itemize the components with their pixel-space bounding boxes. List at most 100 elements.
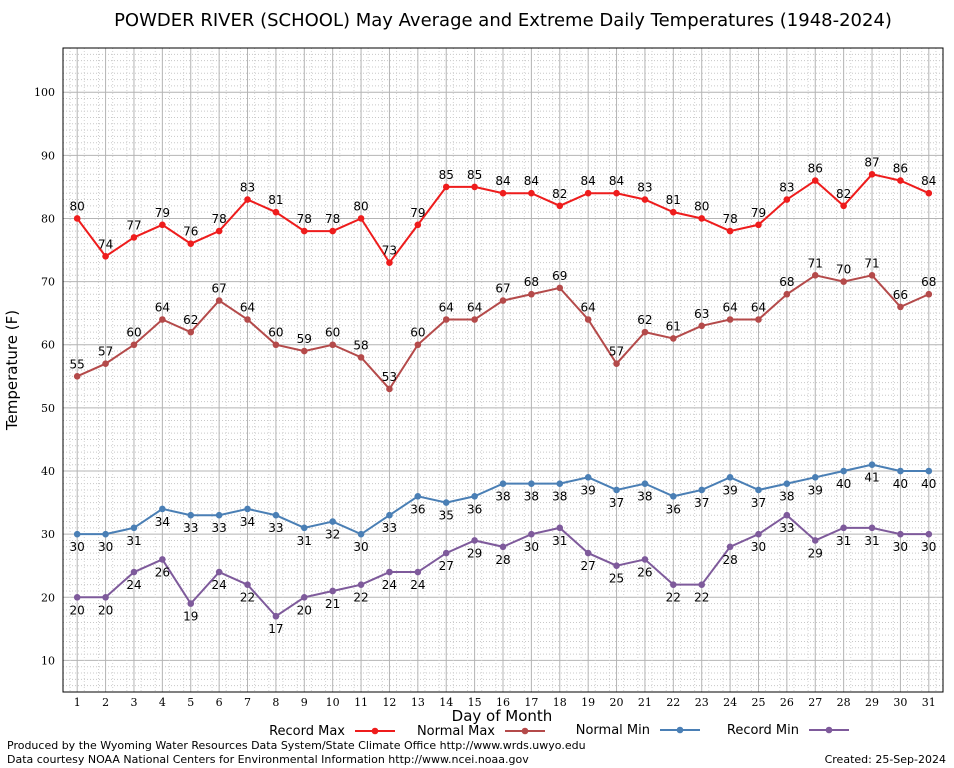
record-max-data-label: 78 [325,212,340,226]
normal-max-point [613,360,620,367]
legend-label-normal-max: Normal Max [417,724,495,739]
normal-max-point [102,360,109,367]
record-max-data-label: 78 [211,212,226,226]
normal-max-point [783,290,791,298]
record-min-data-label: 30 [751,540,766,554]
normal-max-point [442,316,450,323]
normal-min-data-label: 39 [722,483,737,497]
x-tick-label: 31 [922,696,936,709]
x-tick-label: 10 [326,696,340,709]
normal-max-point [329,341,336,349]
record-max-point [215,227,223,235]
legend-marker-normal-min [676,726,684,734]
record-max-point [159,221,166,229]
record-max-point [471,183,478,191]
record-max-data-label: 84 [921,174,936,188]
record-min-point [272,612,280,620]
x-tick-label: 16 [496,696,510,709]
record-max-point [897,177,904,184]
normal-max-point [670,335,677,342]
record-max-data-label: 84 [524,174,539,188]
record-max-point [925,189,933,197]
x-tick-label: 26 [780,696,794,709]
normal-min-data-label: 38 [524,490,539,504]
normal-min-point [300,524,308,532]
y-tick-label: 60 [41,339,55,352]
record-min-point [670,581,677,588]
normal-min-data-label: 33 [211,521,226,535]
normal-max-point [528,290,535,298]
normal-min-point [414,492,422,500]
normal-max-point [499,297,507,304]
record-min-data-label: 31 [836,534,851,548]
record-min-data-label: 19 [183,610,198,624]
record-max-point [244,196,251,203]
record-min-data-label: 25 [609,572,624,586]
normal-min-data-label: 40 [893,477,908,491]
normal-min-point [159,505,166,513]
record-max-point [414,221,422,229]
record-min-point [811,537,819,544]
normal-max-data-label: 68 [779,275,794,289]
normal-max-point [130,341,138,349]
y-tick-label: 50 [41,402,55,415]
x-tick-label: 24 [723,696,737,709]
normal-min-data-label: 33 [382,521,397,535]
record-min-point [584,549,592,557]
normal-max-point [584,316,592,323]
normal-min-point [73,530,81,538]
y-tick-label: 100 [34,86,55,99]
record-max-point [499,189,507,197]
record-min-data-label: 33 [779,521,794,535]
record-max-data-label: 83 [637,181,652,195]
record-min-data-label: 22 [240,591,255,605]
record-max-point [386,259,393,266]
normal-min-point [670,492,677,500]
record-min-point [641,556,649,563]
normal-min-data-label: 38 [495,490,510,504]
normal-min-point [272,511,280,519]
record-min-data-label: 31 [552,534,567,548]
normal-min-data-label: 33 [268,521,283,535]
normal-max-data-label: 70 [836,263,851,277]
normal-min-data-label: 36 [467,502,482,516]
x-axis-title: Day of Month [452,707,553,725]
record-max-data-label: 76 [183,225,198,239]
normal-min-point [386,511,393,519]
record-max-point [755,221,762,229]
record-min-data-label: 22 [694,591,709,605]
normal-min-point [613,486,620,494]
record-min-point [925,530,933,538]
y-tick-label: 30 [41,528,55,541]
record-min-point [726,543,734,551]
normal-max-point [187,328,195,336]
normal-min-data-label: 31 [297,534,312,548]
normal-min-point [499,480,507,487]
x-tick-label: 15 [468,696,482,709]
record-max-data-label: 80 [353,199,368,213]
normal-max-point [471,316,478,323]
record-max-point [783,196,791,203]
normal-min-data-label: 30 [70,540,85,554]
record-min-point [471,537,478,544]
normal-max-data-label: 63 [694,307,709,321]
record-max-data-label: 80 [694,199,709,213]
record-min-point [613,562,620,570]
normal-max-data-label: 60 [410,326,425,340]
normal-max-data-label: 64 [581,300,596,314]
normal-min-data-label: 37 [694,496,709,510]
x-tick-label: 23 [695,696,709,709]
normal-max-point [357,354,365,361]
normal-max-data-label: 60 [325,326,340,340]
normal-max-data-label: 62 [637,313,652,327]
footer-created-date: Created: 25-Sep-2024 [824,753,946,766]
record-max-point [726,227,734,235]
y-axis-title: Temperature (F) [3,310,21,431]
record-max-point [613,189,620,197]
normal-max-point [556,284,564,292]
normal-min-point [130,524,138,532]
normal-max-data-label: 59 [297,332,312,346]
record-max-point [357,215,365,222]
normal-max-data-label: 64 [240,300,255,314]
normal-max-point [811,271,819,279]
